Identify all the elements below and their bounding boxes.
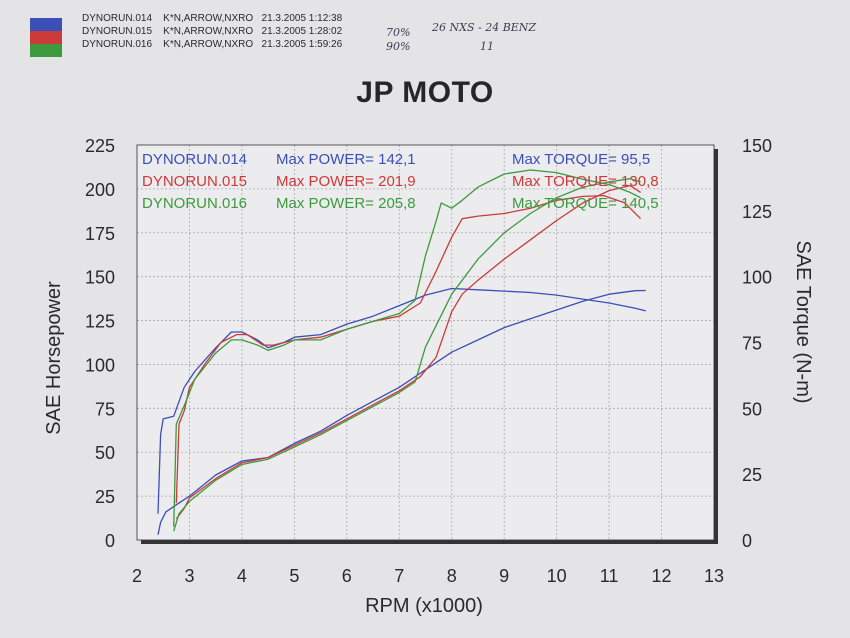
x-tick-label: 11 [600, 566, 619, 586]
run-id: DYNORUN.016 [82, 39, 153, 50]
run-row: DYNORUN.014 K*N,ARROW,NXRO 21.3.2005 1:1… [82, 13, 342, 24]
y-tick-label: 225 [85, 136, 115, 156]
y-tick-label: 100 [85, 355, 115, 375]
legend-max-torque: Max TORQUE= 95,5 [512, 151, 650, 168]
y2-tick-label: 75 [742, 334, 762, 354]
y2-tick-label: 50 [742, 399, 762, 419]
plot-area [137, 145, 714, 540]
run-014-swatch [30, 18, 62, 31]
dynorun-014-power-line [157, 289, 646, 535]
x-tick-label: 9 [499, 566, 509, 586]
handwritten-note: 90% [386, 40, 411, 53]
x-tick-label: 2 [132, 566, 142, 586]
handwritten-note: 70% [386, 26, 411, 39]
tick-labels: 2 3 4 5 6 7 8 9 10 11 12 13 0 25 50 75 100 125 150 175 200 22… [85, 136, 772, 586]
x-tick-label: 4 [237, 566, 247, 586]
run-desc: K*N,ARROW,NXRO [163, 13, 254, 24]
y-tick-label: 25 [95, 487, 115, 507]
y-tick-label: 0 [105, 531, 115, 551]
y-tick-label: 50 [95, 443, 115, 463]
y2-tick-label: 150 [742, 136, 772, 156]
dynorun-016-power-line [173, 178, 641, 532]
run-id: DYNORUN.014 [82, 13, 153, 24]
y-axis-label: SAE Horsepower [43, 281, 65, 435]
y2-tick-label: 25 [742, 465, 762, 485]
legend-run: DYNORUN.014 [142, 151, 247, 168]
run-row: DYNORUN.016 K*N,ARROW,NXRO 21.3.2005 1:5… [82, 39, 342, 50]
dynorun-014-torque-line [157, 287, 646, 514]
legend-max-power: Max POWER= 142,1 [276, 151, 416, 168]
y-tick-label: 125 [85, 312, 115, 332]
plot-frame [136, 144, 718, 544]
run-id: DYNORUN.015 [82, 26, 153, 37]
x-tick-label: 6 [342, 566, 352, 586]
legend-run: DYNORUN.015 [142, 173, 247, 190]
legend: DYNORUN.014 Max POWER= 142,1 Max TORQUE= 9… [142, 151, 659, 212]
x-tick-label: 8 [447, 566, 457, 586]
y2-tick-label: 125 [742, 202, 772, 222]
legend-max-torque: Max TORQUE= 140,5 [512, 195, 659, 212]
run-date: 21.3.2005 [261, 39, 307, 50]
run-row: DYNORUN.015 K*N,ARROW,NXRO 21.3.2005 1:2… [82, 26, 342, 37]
header: DYNORUN.014 K*N,ARROW,NXRO 21.3.2005 1:1… [0, 0, 850, 70]
run-desc: K*N,ARROW,NXRO [163, 39, 254, 50]
dynorun-015-power-line [175, 184, 641, 520]
x-tick-label: 7 [394, 566, 404, 586]
series-group [157, 169, 646, 535]
grid [136, 144, 715, 541]
run-date: 21.3.2005 [261, 13, 307, 24]
y-tick-label: 200 [85, 180, 115, 200]
run-time: 1:28:02 [308, 26, 343, 37]
y-tick-label: 75 [95, 399, 115, 419]
handwritten-note: 26 NXS - 24 BENZ [432, 21, 537, 34]
x-tick-label: 5 [289, 566, 299, 586]
y2-tick-label: 100 [742, 268, 772, 288]
legend-max-power: Max POWER= 205,8 [276, 195, 416, 212]
y2-axis-label: SAE Torque (N-m) [792, 240, 814, 403]
chart-title: JP MOTO [356, 76, 494, 109]
run-color-swatch [30, 18, 62, 58]
y2-tick-label: 0 [742, 531, 752, 551]
run-date: 21.3.2005 [261, 26, 307, 37]
x-tick-label: 3 [184, 566, 194, 586]
run-time: 1:59:26 [308, 39, 343, 50]
x-tick-label: 12 [652, 566, 672, 586]
x-tick-label: 10 [547, 566, 567, 586]
handwritten-note: 11 [480, 40, 494, 53]
x-axis-label: RPM (x1000) [365, 595, 483, 617]
run-time: 1:12:38 [308, 13, 343, 24]
legend-max-torque: Max TORQUE= 130,8 [512, 173, 659, 190]
x-tick-label: 13 [704, 566, 724, 586]
run-015-swatch [30, 31, 62, 44]
legend-max-power: Max POWER= 201,9 [276, 173, 416, 190]
legend-run: DYNORUN.016 [142, 195, 247, 212]
run-desc: K*N,ARROW,NXRO [163, 26, 254, 37]
y-tick-label: 175 [85, 224, 115, 244]
run-016-swatch [30, 44, 62, 57]
y-tick-label: 150 [85, 268, 115, 288]
dynorun-016-torque-line [173, 169, 641, 527]
